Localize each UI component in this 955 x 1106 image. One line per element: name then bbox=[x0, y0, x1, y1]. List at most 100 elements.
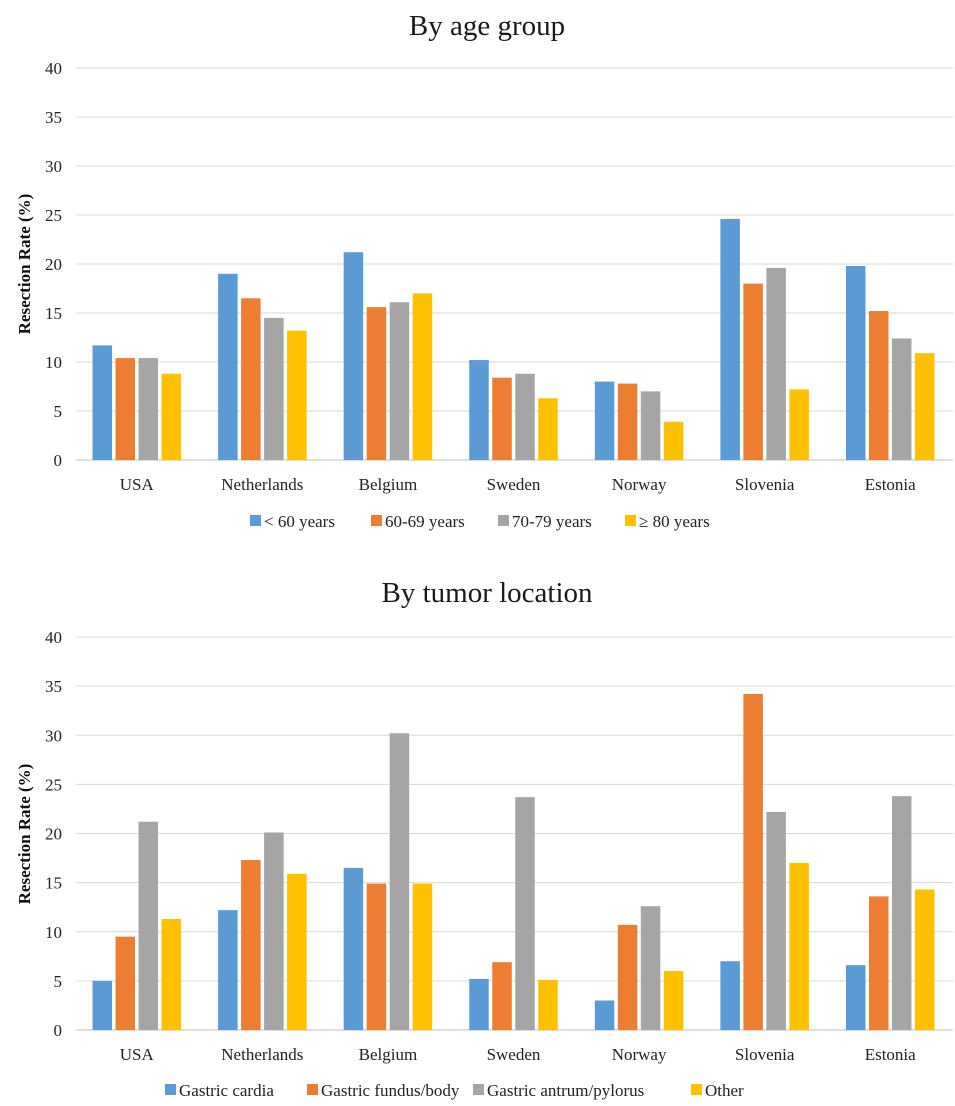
y-tick-label: 40 bbox=[45, 59, 62, 78]
bar bbox=[389, 302, 410, 460]
bar bbox=[663, 971, 684, 1030]
legend-label: 70-79 years bbox=[512, 512, 592, 531]
bar bbox=[891, 796, 912, 1030]
bar bbox=[789, 862, 809, 1030]
y-tick-label: 25 bbox=[45, 775, 62, 794]
bar bbox=[594, 381, 615, 460]
bar bbox=[412, 883, 433, 1030]
x-category-label: Sweden bbox=[487, 475, 541, 494]
bar bbox=[640, 906, 661, 1030]
x-category-label: Slovenia bbox=[735, 1045, 795, 1064]
x-category-label: Estonia bbox=[865, 1045, 916, 1064]
legend-swatch bbox=[165, 1084, 176, 1095]
y-tick-label: 10 bbox=[45, 353, 62, 372]
legend-swatch bbox=[371, 515, 382, 526]
bar bbox=[343, 867, 364, 1030]
y-axis-label: Resection Rate (%) bbox=[15, 764, 34, 905]
y-tick-label: 5 bbox=[54, 402, 63, 421]
bar bbox=[868, 896, 889, 1030]
bar bbox=[287, 330, 307, 460]
legend-label: ≥ 80 years bbox=[639, 512, 710, 531]
bar bbox=[92, 980, 113, 1030]
x-category-label: Norway bbox=[612, 1045, 667, 1064]
bar bbox=[914, 889, 935, 1030]
legend-label: Other bbox=[705, 1081, 744, 1100]
bar bbox=[515, 797, 535, 1030]
bar bbox=[287, 873, 307, 1030]
y-tick-label: 30 bbox=[45, 157, 62, 176]
y-tick-label: 20 bbox=[45, 825, 62, 844]
bar bbox=[914, 353, 935, 460]
x-category-label: Norway bbox=[612, 475, 667, 494]
x-category-label: Slovenia bbox=[735, 475, 795, 494]
legend-swatch bbox=[307, 1084, 318, 1095]
bar bbox=[845, 265, 866, 460]
legend-swatch bbox=[250, 515, 261, 526]
x-category-label: Netherlands bbox=[221, 1045, 303, 1064]
y-axis-label: Resection Rate (%) bbox=[15, 194, 34, 335]
age-group-chart: By age group Resection Rate (%) 0 5 10 15 20… bbox=[15, 10, 953, 531]
x-category-label: Belgium bbox=[359, 475, 418, 494]
bar bbox=[241, 298, 261, 460]
y-tick-label: 15 bbox=[45, 304, 62, 323]
bar bbox=[538, 979, 558, 1030]
y-tick-label: 0 bbox=[54, 451, 63, 470]
y-tick-label: 35 bbox=[45, 677, 62, 696]
bar bbox=[469, 360, 489, 460]
bar bbox=[264, 832, 284, 1030]
bar bbox=[492, 962, 512, 1030]
x-category-label: USA bbox=[120, 1045, 155, 1064]
legend-swatch bbox=[498, 515, 509, 526]
chart-title: By tumor location bbox=[381, 577, 593, 609]
bar bbox=[161, 373, 182, 460]
bar bbox=[868, 311, 889, 460]
y-tick-label: 30 bbox=[45, 726, 62, 745]
bar bbox=[640, 391, 661, 460]
y-tick-label: 10 bbox=[45, 923, 62, 942]
bar bbox=[663, 421, 684, 460]
tumor-location-chart: By tumor location Resection Rate (%) 0 5 1… bbox=[15, 577, 953, 1100]
x-category-label: Netherlands bbox=[221, 475, 303, 494]
bar bbox=[720, 218, 740, 460]
bar bbox=[92, 345, 113, 460]
bar bbox=[389, 733, 410, 1030]
bar bbox=[115, 936, 136, 1030]
bar bbox=[138, 358, 159, 460]
x-category-label: Sweden bbox=[487, 1045, 541, 1064]
bar bbox=[789, 389, 809, 460]
legend-swatch bbox=[473, 1084, 484, 1095]
bar bbox=[845, 965, 866, 1030]
legend-label: < 60 years bbox=[264, 512, 335, 531]
bar bbox=[492, 377, 512, 460]
bar bbox=[538, 398, 558, 460]
bar bbox=[161, 918, 182, 1030]
bar bbox=[743, 693, 763, 1030]
bar bbox=[743, 283, 763, 460]
legend-label: Gastric fundus/body bbox=[321, 1081, 460, 1100]
bar bbox=[218, 910, 238, 1030]
bar bbox=[515, 373, 535, 460]
bar bbox=[469, 978, 489, 1030]
bar bbox=[617, 383, 638, 460]
bar bbox=[891, 338, 912, 460]
bar bbox=[366, 307, 387, 460]
bar bbox=[766, 811, 786, 1030]
chart-title: By age group bbox=[409, 10, 565, 42]
legend-label: Gastric cardia bbox=[179, 1081, 274, 1100]
bar bbox=[412, 293, 433, 460]
y-tick-label: 20 bbox=[45, 255, 62, 274]
legend-label: 60-69 years bbox=[385, 512, 465, 531]
y-tick-label: 25 bbox=[45, 206, 62, 225]
y-tick-label: 0 bbox=[54, 1021, 63, 1040]
bar bbox=[366, 883, 387, 1030]
y-tick-label: 15 bbox=[45, 874, 62, 893]
bar bbox=[241, 860, 261, 1030]
legend-swatch bbox=[691, 1084, 702, 1095]
bar bbox=[766, 267, 786, 460]
bar bbox=[264, 317, 284, 460]
x-category-label: USA bbox=[120, 475, 155, 494]
x-category-label: Belgium bbox=[359, 1045, 418, 1064]
y-tick-label: 5 bbox=[54, 972, 63, 991]
